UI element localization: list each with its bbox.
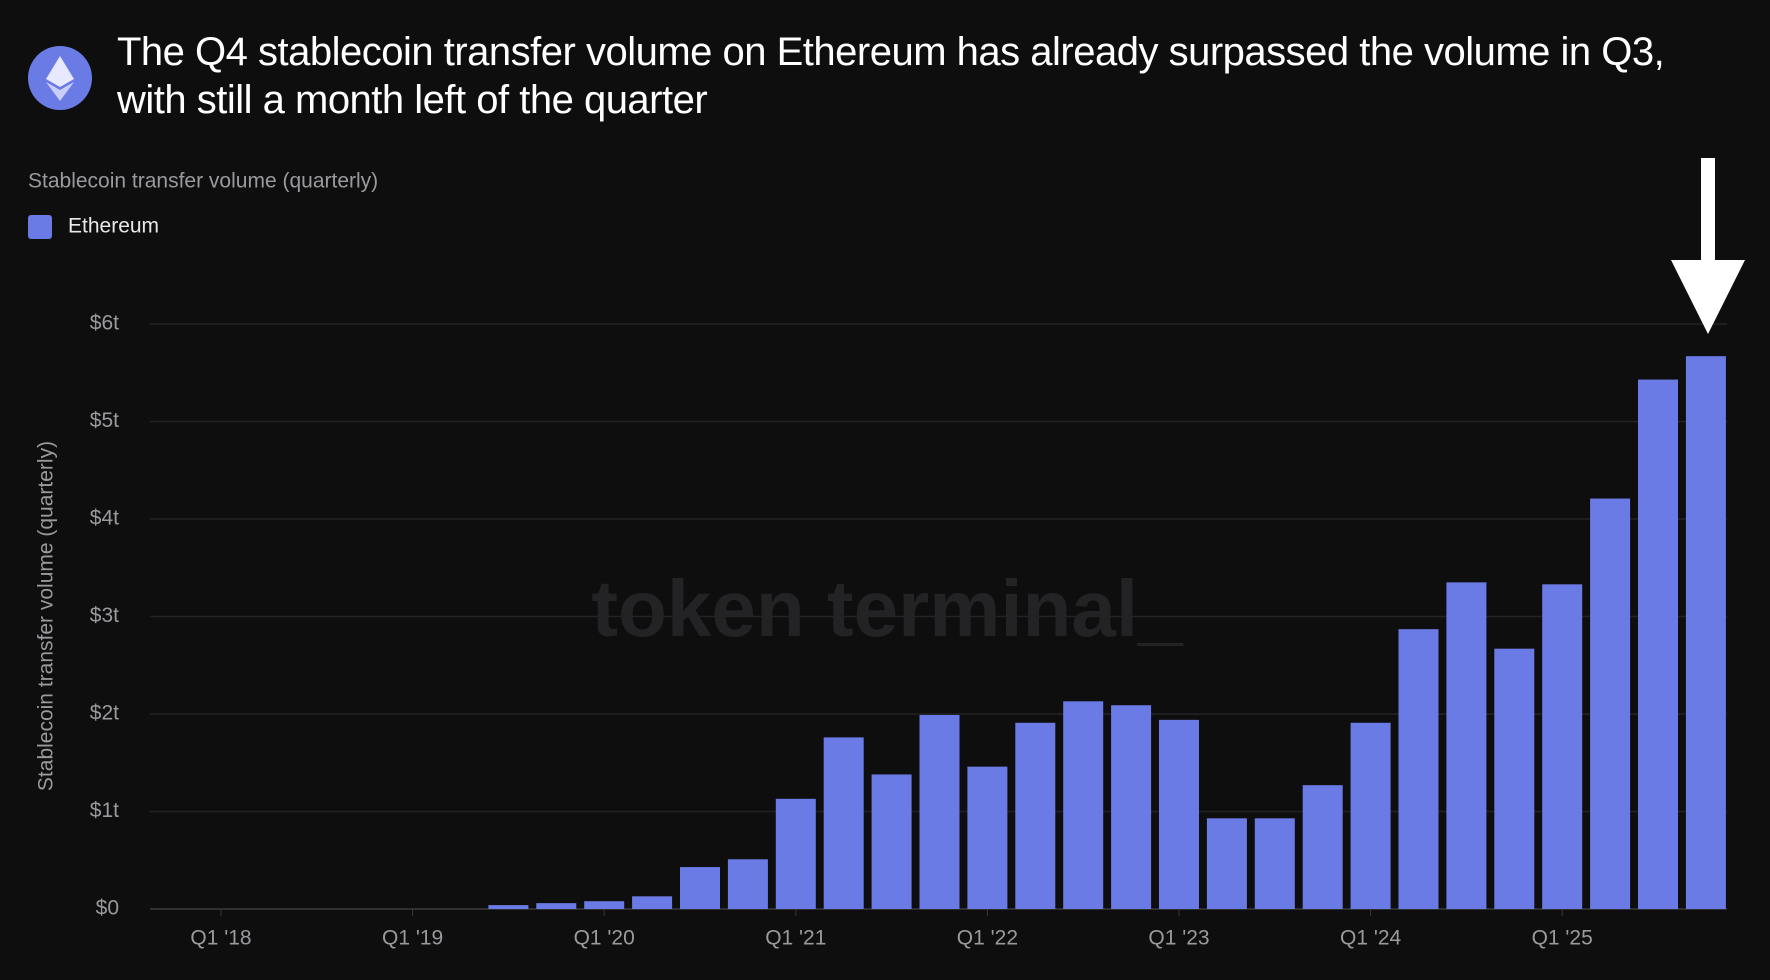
bar	[967, 766, 1008, 909]
bar	[1063, 701, 1104, 909]
bar	[1494, 648, 1535, 909]
bar	[1685, 356, 1726, 909]
bar	[1638, 379, 1678, 909]
bar	[1254, 818, 1295, 909]
annotation-arrow	[1701, 158, 1715, 268]
annotation-arrow	[1671, 260, 1745, 334]
x-tick-label: Q1 '25	[1532, 927, 1593, 950]
y-tick-label: $1t	[90, 799, 119, 822]
y-tick-label: $4t	[90, 507, 119, 530]
bar	[1542, 584, 1583, 909]
subtitle: Stablecoin transfer volume (quarterly)	[28, 170, 378, 193]
bar	[871, 774, 912, 909]
y-tick-label: $0	[96, 897, 119, 920]
bar	[632, 896, 673, 909]
bar	[1159, 719, 1199, 909]
x-tick-label: Q1 '20	[574, 927, 635, 950]
bar	[488, 905, 529, 909]
chart-title: The Q4 stablecoin transfer volume on Eth…	[117, 30, 1665, 122]
bar	[775, 798, 816, 909]
watermark: token terminal_	[591, 564, 1184, 653]
legend-swatch	[28, 215, 52, 239]
bar	[1302, 785, 1343, 909]
y-tick-label: $2t	[90, 702, 119, 725]
bar	[1111, 705, 1152, 909]
y-axis-label: Stablecoin transfer volume (quarterly)	[35, 441, 58, 791]
y-tick-label: $5t	[90, 409, 119, 432]
x-tick-label: Q1 '18	[190, 927, 251, 950]
bar	[584, 901, 625, 909]
bar	[536, 903, 577, 909]
bar	[1206, 818, 1247, 909]
y-tick-label: $3t	[90, 604, 119, 627]
bar	[1590, 498, 1631, 909]
bar	[1398, 629, 1439, 909]
y-tick-label: $6t	[90, 312, 119, 335]
bar	[919, 714, 960, 909]
x-tick-label: Q1 '23	[1148, 927, 1209, 950]
bar	[823, 737, 864, 909]
x-tick-label: Q1 '21	[765, 927, 826, 950]
bar	[680, 867, 720, 909]
x-tick-label: Q1 '24	[1340, 927, 1402, 950]
bar	[727, 859, 768, 909]
x-tick-label: Q1 '22	[957, 927, 1018, 950]
x-tick-label: Q1 '19	[382, 927, 443, 950]
logo-mark	[46, 56, 74, 87]
bar	[1015, 722, 1056, 909]
logo-mark	[46, 82, 74, 101]
plot: $0 $1t $2t $3t $4t $5t $6t Q1 '18 Q1 '19 Q1 '20 Q1…	[90, 312, 1727, 950]
bar	[1350, 722, 1391, 909]
bar	[1446, 582, 1487, 909]
legend-label: Ethereum	[68, 215, 159, 238]
